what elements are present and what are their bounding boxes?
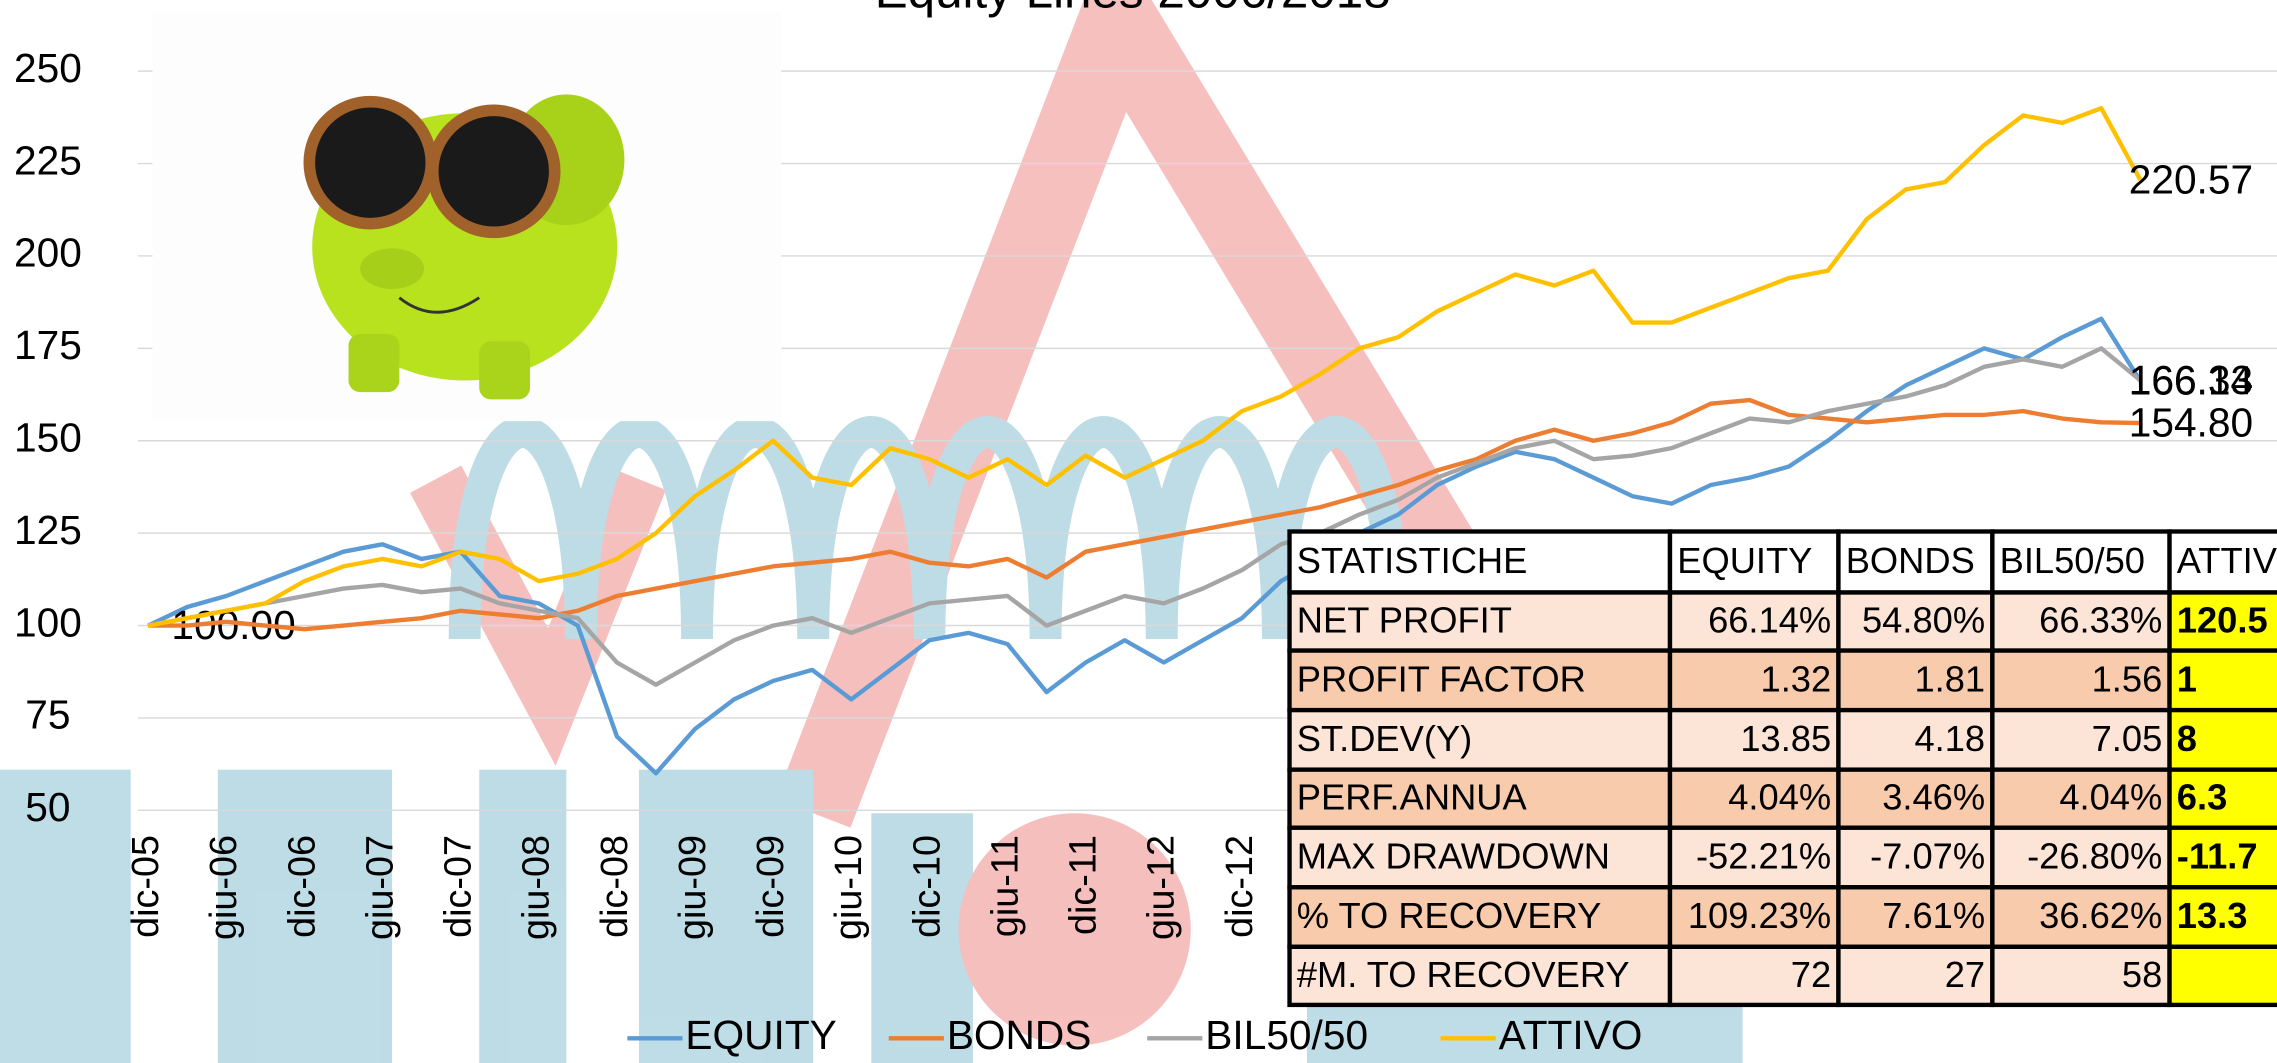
stats-table: STATISTICHE EQUITY BONDS BIL50/50 ATTIV NET P… [1290, 532, 2277, 1005]
x-tick-label: dic-11 [1062, 835, 1104, 935]
table-text: ST.DEV(Y) [1297, 718, 1472, 759]
y-tick-label: 200 [14, 230, 82, 276]
table-text: 58 [2122, 954, 2162, 995]
table-text: 1 [2177, 658, 2197, 699]
table-header: BONDS [1846, 540, 1975, 581]
chart: Equity Lines 2006/2018 100.00166.14154.8… [0, 0, 2277, 1063]
table-text: 4.18 [1914, 718, 1985, 759]
legend-label: BIL50/50 [1205, 1012, 1368, 1058]
x-tick-label: giu-06 [202, 835, 244, 940]
x-tick-label: dic-10 [905, 835, 947, 938]
table-text: % TO RECOVERY [1297, 895, 1602, 936]
data-label: 154.80 [2129, 400, 2253, 446]
table-text: 4.04% [1728, 777, 1831, 818]
table-text: 66.33% [2039, 600, 2162, 641]
pig-leg [479, 341, 530, 399]
table-text: 72 [1791, 954, 1831, 995]
pig-leg [349, 334, 400, 392]
table-text: -52.21% [1696, 836, 1831, 877]
y-tick-label: 125 [14, 507, 82, 553]
table-text: -7.07% [1870, 836, 1985, 877]
table-text: 7.61% [1882, 895, 1985, 936]
table-text: 13.3 [2177, 895, 2248, 936]
table-text: 1.32 [1761, 658, 1832, 699]
table-text: 3.46% [1882, 777, 1985, 818]
pig-snout [360, 248, 424, 289]
legend-label: EQUITY [685, 1012, 836, 1058]
table-header: BIL50/50 [2000, 540, 2145, 581]
page: {"chart_data":{"type":"line","title":"Eq… [0, 0, 2277, 1063]
piggy-image [152, 12, 781, 422]
y-tick-label: 175 [14, 322, 82, 368]
y-tick-label: 150 [14, 414, 82, 460]
table-header: STATISTICHE [1297, 540, 1528, 581]
table-text: NET PROFIT [1297, 600, 1512, 641]
table-text: 54.80% [1862, 600, 1985, 641]
x-tick-label: dic-08 [593, 835, 635, 938]
table-text: -11.7 [2177, 836, 2258, 877]
x-tick-label: dic-12 [1218, 835, 1260, 938]
table-text: 1.56 [2092, 658, 2163, 699]
y-tick-label: 100 [14, 599, 82, 645]
table-header: ATTIV [2177, 540, 2277, 581]
x-tick-label: dic-07 [437, 835, 479, 938]
x-tick-label: giu-09 [671, 835, 713, 940]
x-tick-label: dic-06 [280, 835, 322, 938]
y-tick-label: 75 [25, 692, 70, 738]
chart-title: Equity Lines 2006/2018 [875, 0, 1391, 18]
table-text: MAX DRAWDOWN [1297, 836, 1610, 877]
table-text: 13.85 [1740, 718, 1831, 759]
table-header: EQUITY [1677, 540, 1812, 581]
x-tick-label: giu-12 [1140, 835, 1182, 940]
table-text: 4.04% [2059, 777, 2162, 818]
legend-label: BONDS [947, 1012, 1092, 1058]
table-text: 109.23% [1688, 895, 1831, 936]
goggle [309, 102, 431, 224]
table-text: -26.80% [2027, 836, 2162, 877]
legend-label: ATTIVO [1499, 1012, 1643, 1058]
y-tick-label: 250 [14, 45, 82, 91]
x-tick-label: giu-07 [358, 835, 400, 940]
x-tick-label: giu-08 [515, 835, 557, 940]
data-label: 166.33 [2129, 357, 2253, 403]
y-tick-label: 50 [25, 784, 70, 830]
x-tick-label: dic-09 [749, 835, 791, 938]
table-text: 6.3 [2177, 777, 2227, 818]
table-text: 66.14% [1708, 600, 1831, 641]
goggle [433, 110, 555, 232]
table-text: 8 [2177, 718, 2197, 759]
table-text: #M. TO RECOVERY [1297, 954, 1630, 995]
x-tick-label: dic-05 [124, 835, 166, 938]
y-tick-label: 225 [14, 137, 82, 183]
table-text: 120.5 [2177, 600, 2268, 641]
table-text: PROFIT FACTOR [1297, 658, 1586, 699]
x-tick-label: giu-11 [983, 835, 1025, 937]
table-cell [2170, 947, 2277, 1005]
table-text: 1.81 [1914, 658, 1985, 699]
table-text: 36.62% [2039, 895, 2162, 936]
table-text: PERF.ANNUA [1297, 777, 1528, 818]
x-tick-label: giu-10 [827, 835, 869, 940]
table-text: 27 [1945, 954, 1985, 995]
data-label: 220.57 [2129, 157, 2253, 203]
table-text: 7.05 [2092, 718, 2163, 759]
